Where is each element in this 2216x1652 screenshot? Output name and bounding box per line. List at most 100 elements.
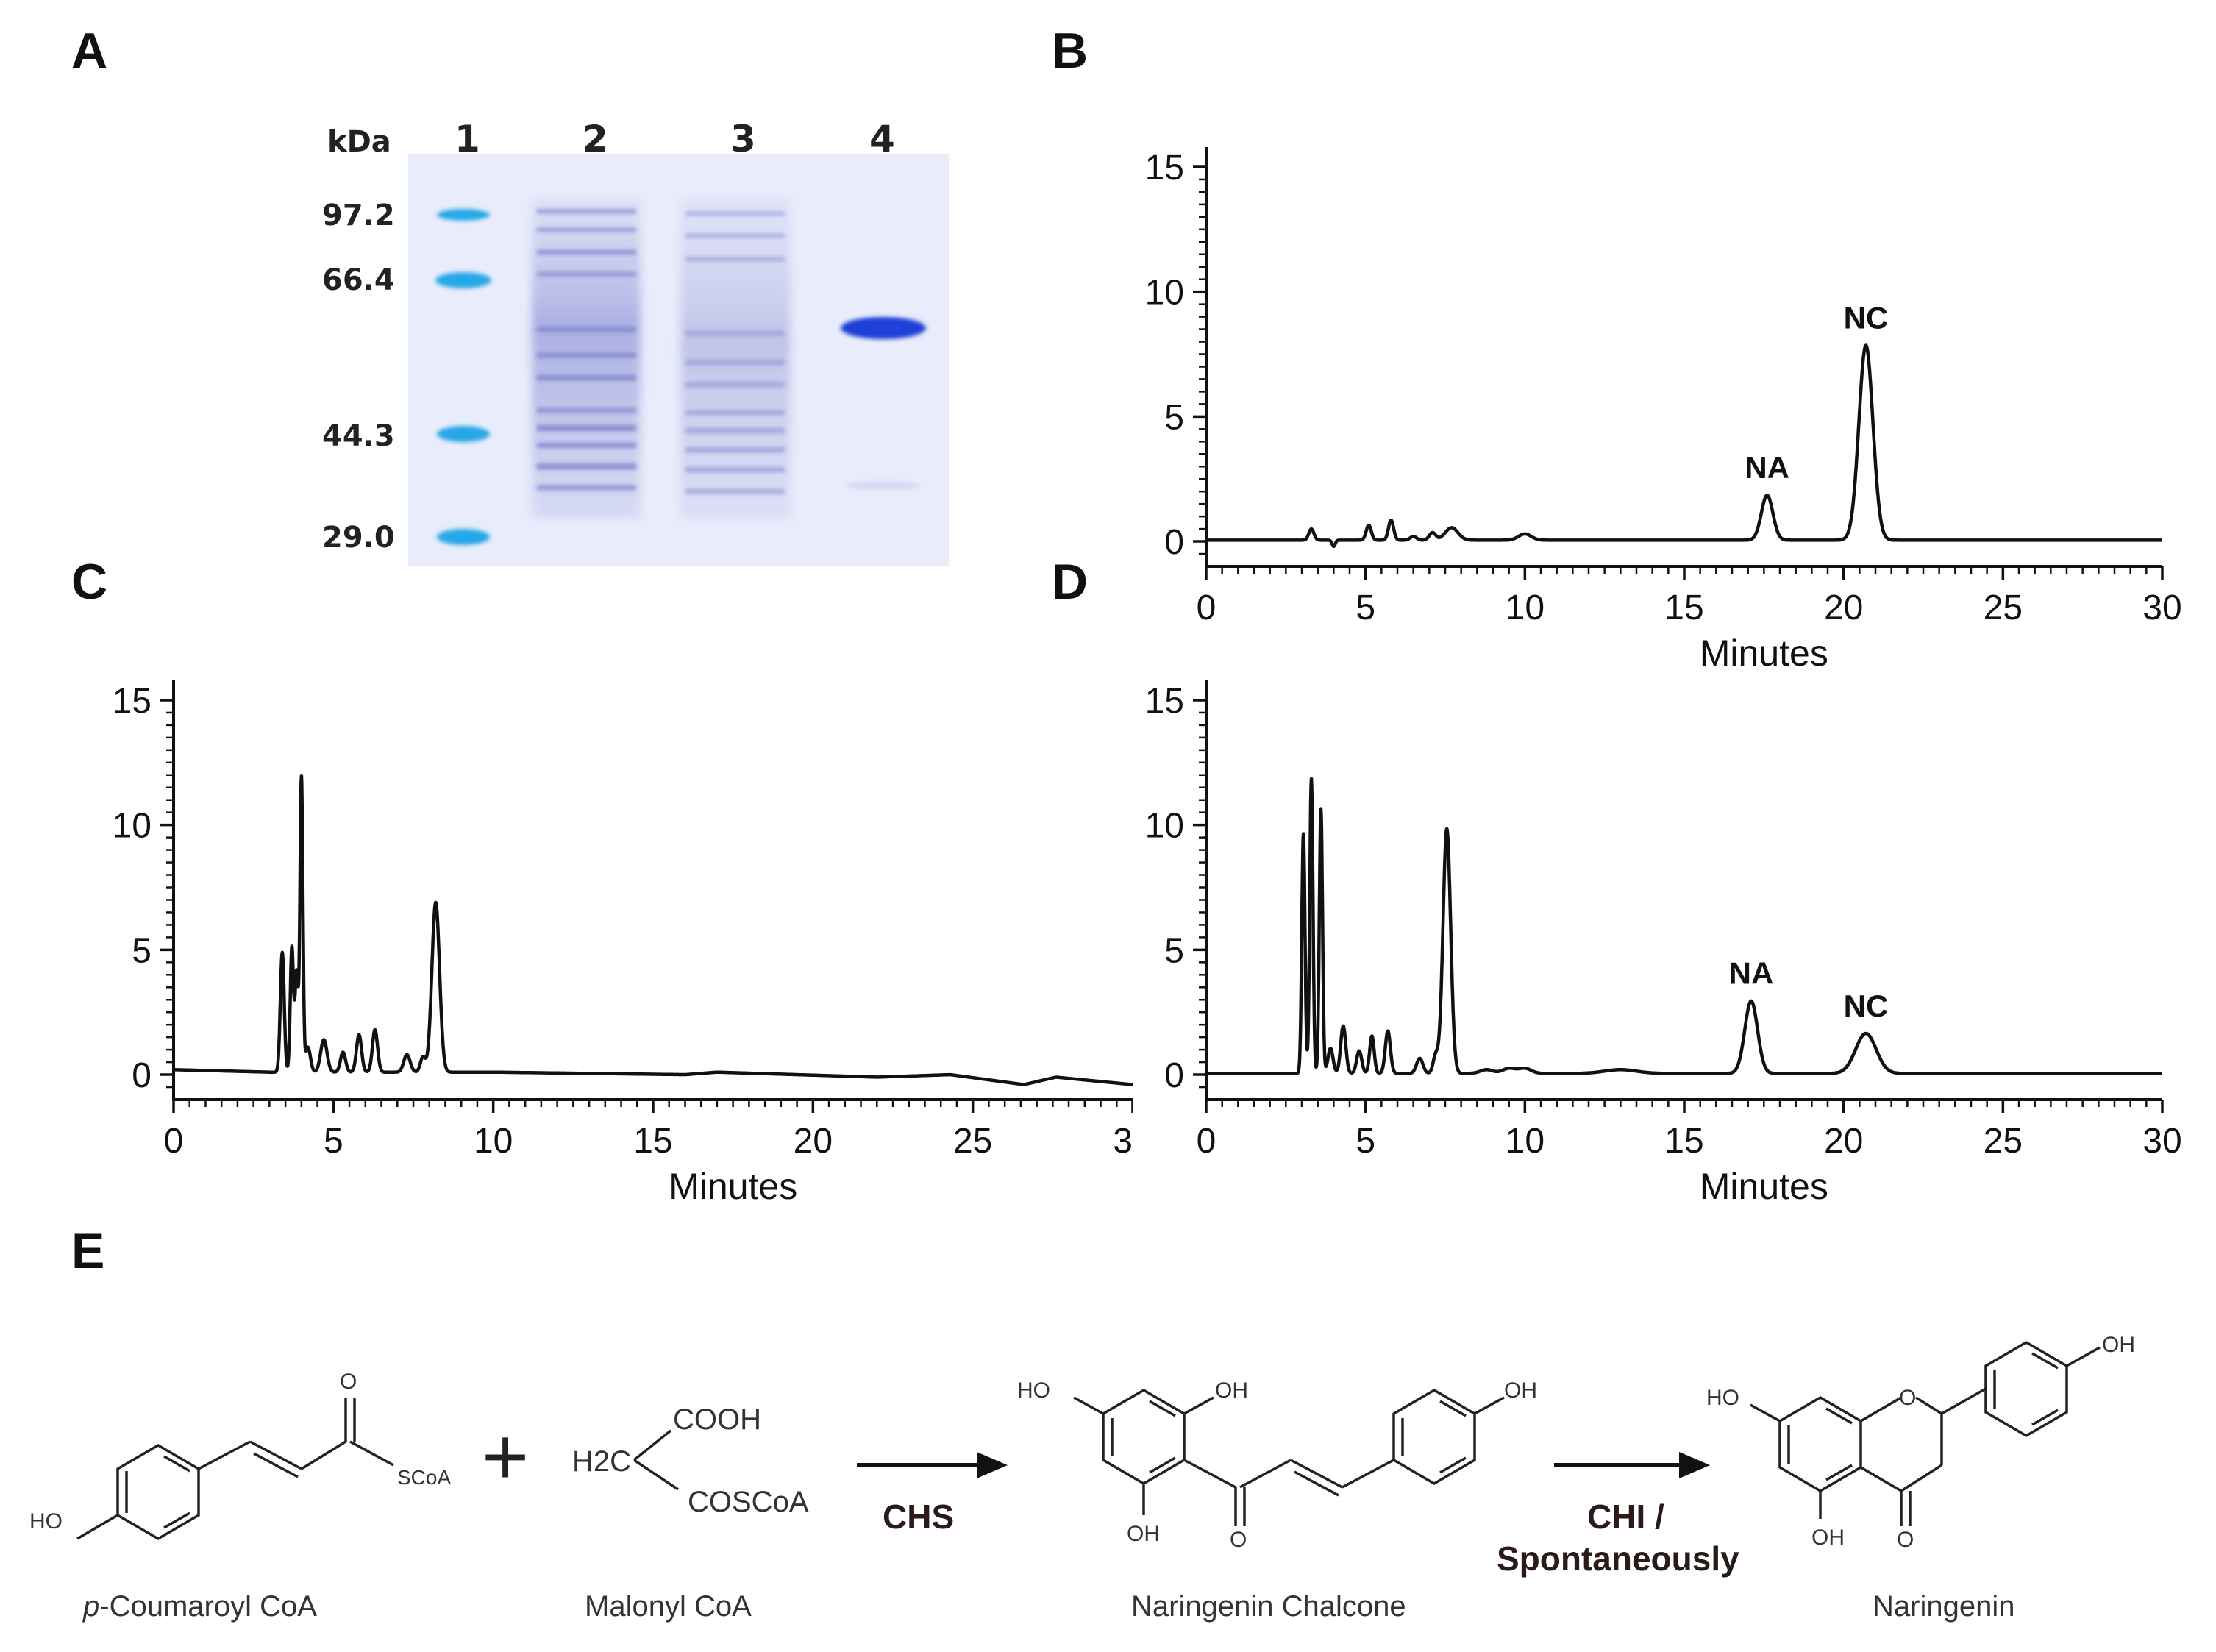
- atom-label: OH: [1215, 1378, 1248, 1403]
- gel-panel: kDa 1 2 3 4 97.2 66.4 44.3 29.0: [0, 0, 1030, 588]
- y-tick-label: 15: [1145, 682, 1184, 721]
- gel-marker-label: 66.4: [322, 263, 395, 297]
- atom-label: O: [1897, 1528, 1914, 1552]
- atom-label: H2C: [572, 1445, 631, 1478]
- gel-lane-3-smear: [680, 199, 791, 519]
- panel-label-a: A: [71, 23, 108, 79]
- x-tick-label: 15: [633, 1122, 672, 1161]
- atom-label: OH: [1504, 1378, 1537, 1403]
- peak-label: NA: [1729, 956, 1774, 991]
- x-tick-label: 5: [1355, 588, 1375, 627]
- gel-image: [408, 154, 949, 566]
- x-axis-label: Minutes: [669, 1166, 797, 1207]
- x-tick-label: 0: [1197, 588, 1216, 627]
- x-tick-label: 10: [1506, 588, 1545, 627]
- panel-label-b: B: [1052, 23, 1089, 79]
- gel-target-band: [841, 317, 926, 339]
- atom-label: OH: [1811, 1525, 1845, 1550]
- compound-name-suffix: -Coumaroyl CoA: [99, 1590, 317, 1623]
- x-tick-label: 20: [1824, 1122, 1863, 1161]
- panel-label-d: D: [1052, 554, 1089, 610]
- gel-lane-label: 2: [582, 118, 608, 160]
- naringenin-chalcone-structure: [1073, 1388, 1505, 1526]
- x-axis-label: Minutes: [1700, 633, 1828, 674]
- atom-label: HO: [1017, 1378, 1050, 1403]
- panel-label-e: E: [71, 1223, 105, 1279]
- x-tick-label: 15: [1664, 1122, 1703, 1161]
- gel-marker-label: 97.2: [322, 199, 395, 232]
- atom-label: SCoA: [397, 1466, 451, 1489]
- y-tick-label: 5: [1164, 398, 1184, 437]
- enzyme-chi-label-line2: Spontaneously: [1497, 1539, 1739, 1578]
- chi-arrow: [1554, 1452, 1710, 1478]
- x-tick-label: 20: [1824, 588, 1863, 627]
- enzyme-chi-label: CHI /: [1587, 1498, 1664, 1536]
- gel-lane-4-faint: [847, 481, 920, 490]
- panel-label-c: C: [71, 554, 108, 610]
- y-tick-label: 10: [1145, 274, 1184, 313]
- y-tick-label: 0: [132, 1056, 152, 1095]
- x-tick-label: 25: [1984, 1122, 2023, 1161]
- peak-label: NA: [1745, 450, 1789, 485]
- gel-kda-label: kDa: [327, 125, 391, 159]
- y-tick-label: 15: [113, 682, 152, 721]
- x-tick-label: 20: [794, 1122, 833, 1161]
- gel-lane-label: 1: [455, 118, 480, 160]
- gel-lane-label: 4: [869, 118, 895, 160]
- compound-name-coumaroyl: p-Coumaroyl CoA: [82, 1590, 317, 1623]
- chromatogram-trace: [1205, 777, 2164, 1075]
- peak-label: NC: [1844, 300, 1889, 335]
- chromatogram-trace: [172, 773, 1133, 1086]
- atom-label: O: [1899, 1386, 1916, 1410]
- compound-name-chalcone: Naringenin Chalcone: [1131, 1590, 1406, 1623]
- gel-lane-2-bands: [537, 210, 636, 490]
- gel-lane-2-smear: [532, 199, 641, 519]
- gel-lane-3-bands: [685, 212, 785, 494]
- y-tick-label: 10: [113, 807, 152, 846]
- y-tick-label: 0: [1164, 523, 1184, 562]
- x-tick-label: 10: [474, 1122, 513, 1161]
- compound-name-prefix: p: [82, 1590, 99, 1623]
- x-tick-label: 5: [324, 1122, 343, 1161]
- gel-marker-lane: [435, 209, 491, 545]
- y-tick-label: 5: [1164, 931, 1184, 970]
- x-tick-label: 30: [2142, 588, 2181, 627]
- y-tick-label: 5: [132, 931, 152, 970]
- naringenin-structure: [1750, 1340, 2101, 1526]
- x-tick-label: 30: [1113, 1122, 1133, 1161]
- chromatogram-c: 0 5 10 15 20 25 30 0 5 10 15 Minutes: [113, 680, 1133, 1207]
- atom-label: COOH: [673, 1403, 761, 1436]
- x-tick-label: 25: [953, 1122, 992, 1161]
- atom-label: HO: [1706, 1386, 1739, 1410]
- chromatogram-b: 0 5 10 15 20 25 30 0 5 10 15 Minutes NA NC: [1145, 147, 2182, 674]
- gel-background: [408, 154, 949, 566]
- enzyme-chs-label: CHS: [883, 1498, 954, 1536]
- reaction-scheme: HO O SCoA + H2C COOH COSCoA CHS: [29, 1333, 2135, 1623]
- gel-marker-label: 44.3: [322, 419, 395, 453]
- atom-label: HO: [29, 1509, 63, 1534]
- x-tick-label: 5: [1355, 1122, 1375, 1161]
- x-tick-label: 10: [1506, 1122, 1545, 1161]
- malonyl-coa-structure: [633, 1429, 679, 1491]
- atom-label: O: [1230, 1528, 1247, 1552]
- coumaroyl-coa-structure: [76, 1398, 394, 1541]
- x-tick-label: 30: [2142, 1122, 2181, 1161]
- x-tick-label: 25: [1984, 588, 2023, 627]
- y-tick-label: 10: [1145, 807, 1184, 846]
- compound-name-naringenin: Naringenin: [1873, 1590, 2014, 1623]
- atom-label: OH: [2102, 1333, 2135, 1357]
- atom-label: COSCoA: [688, 1486, 809, 1518]
- y-tick-label: 0: [1164, 1056, 1184, 1095]
- peak-label: NC: [1844, 989, 1889, 1023]
- gel-lane-label: 3: [730, 118, 756, 160]
- x-axis-label: Minutes: [1700, 1166, 1828, 1207]
- y-tick-label: 15: [1145, 149, 1184, 188]
- gel-marker-label: 29.0: [322, 521, 395, 555]
- x-tick-label: 15: [1664, 588, 1703, 627]
- atom-label: O: [340, 1370, 357, 1394]
- atom-label: OH: [1127, 1522, 1160, 1546]
- x-tick-label: 0: [1197, 1122, 1216, 1161]
- x-tick-label: 0: [164, 1122, 184, 1161]
- chromatogram-d: 0 5 10 15 20 25 30 0 5 10 15 Minutes NA NC: [1145, 680, 2182, 1207]
- compound-name-malonyl: Malonyl CoA: [585, 1590, 752, 1623]
